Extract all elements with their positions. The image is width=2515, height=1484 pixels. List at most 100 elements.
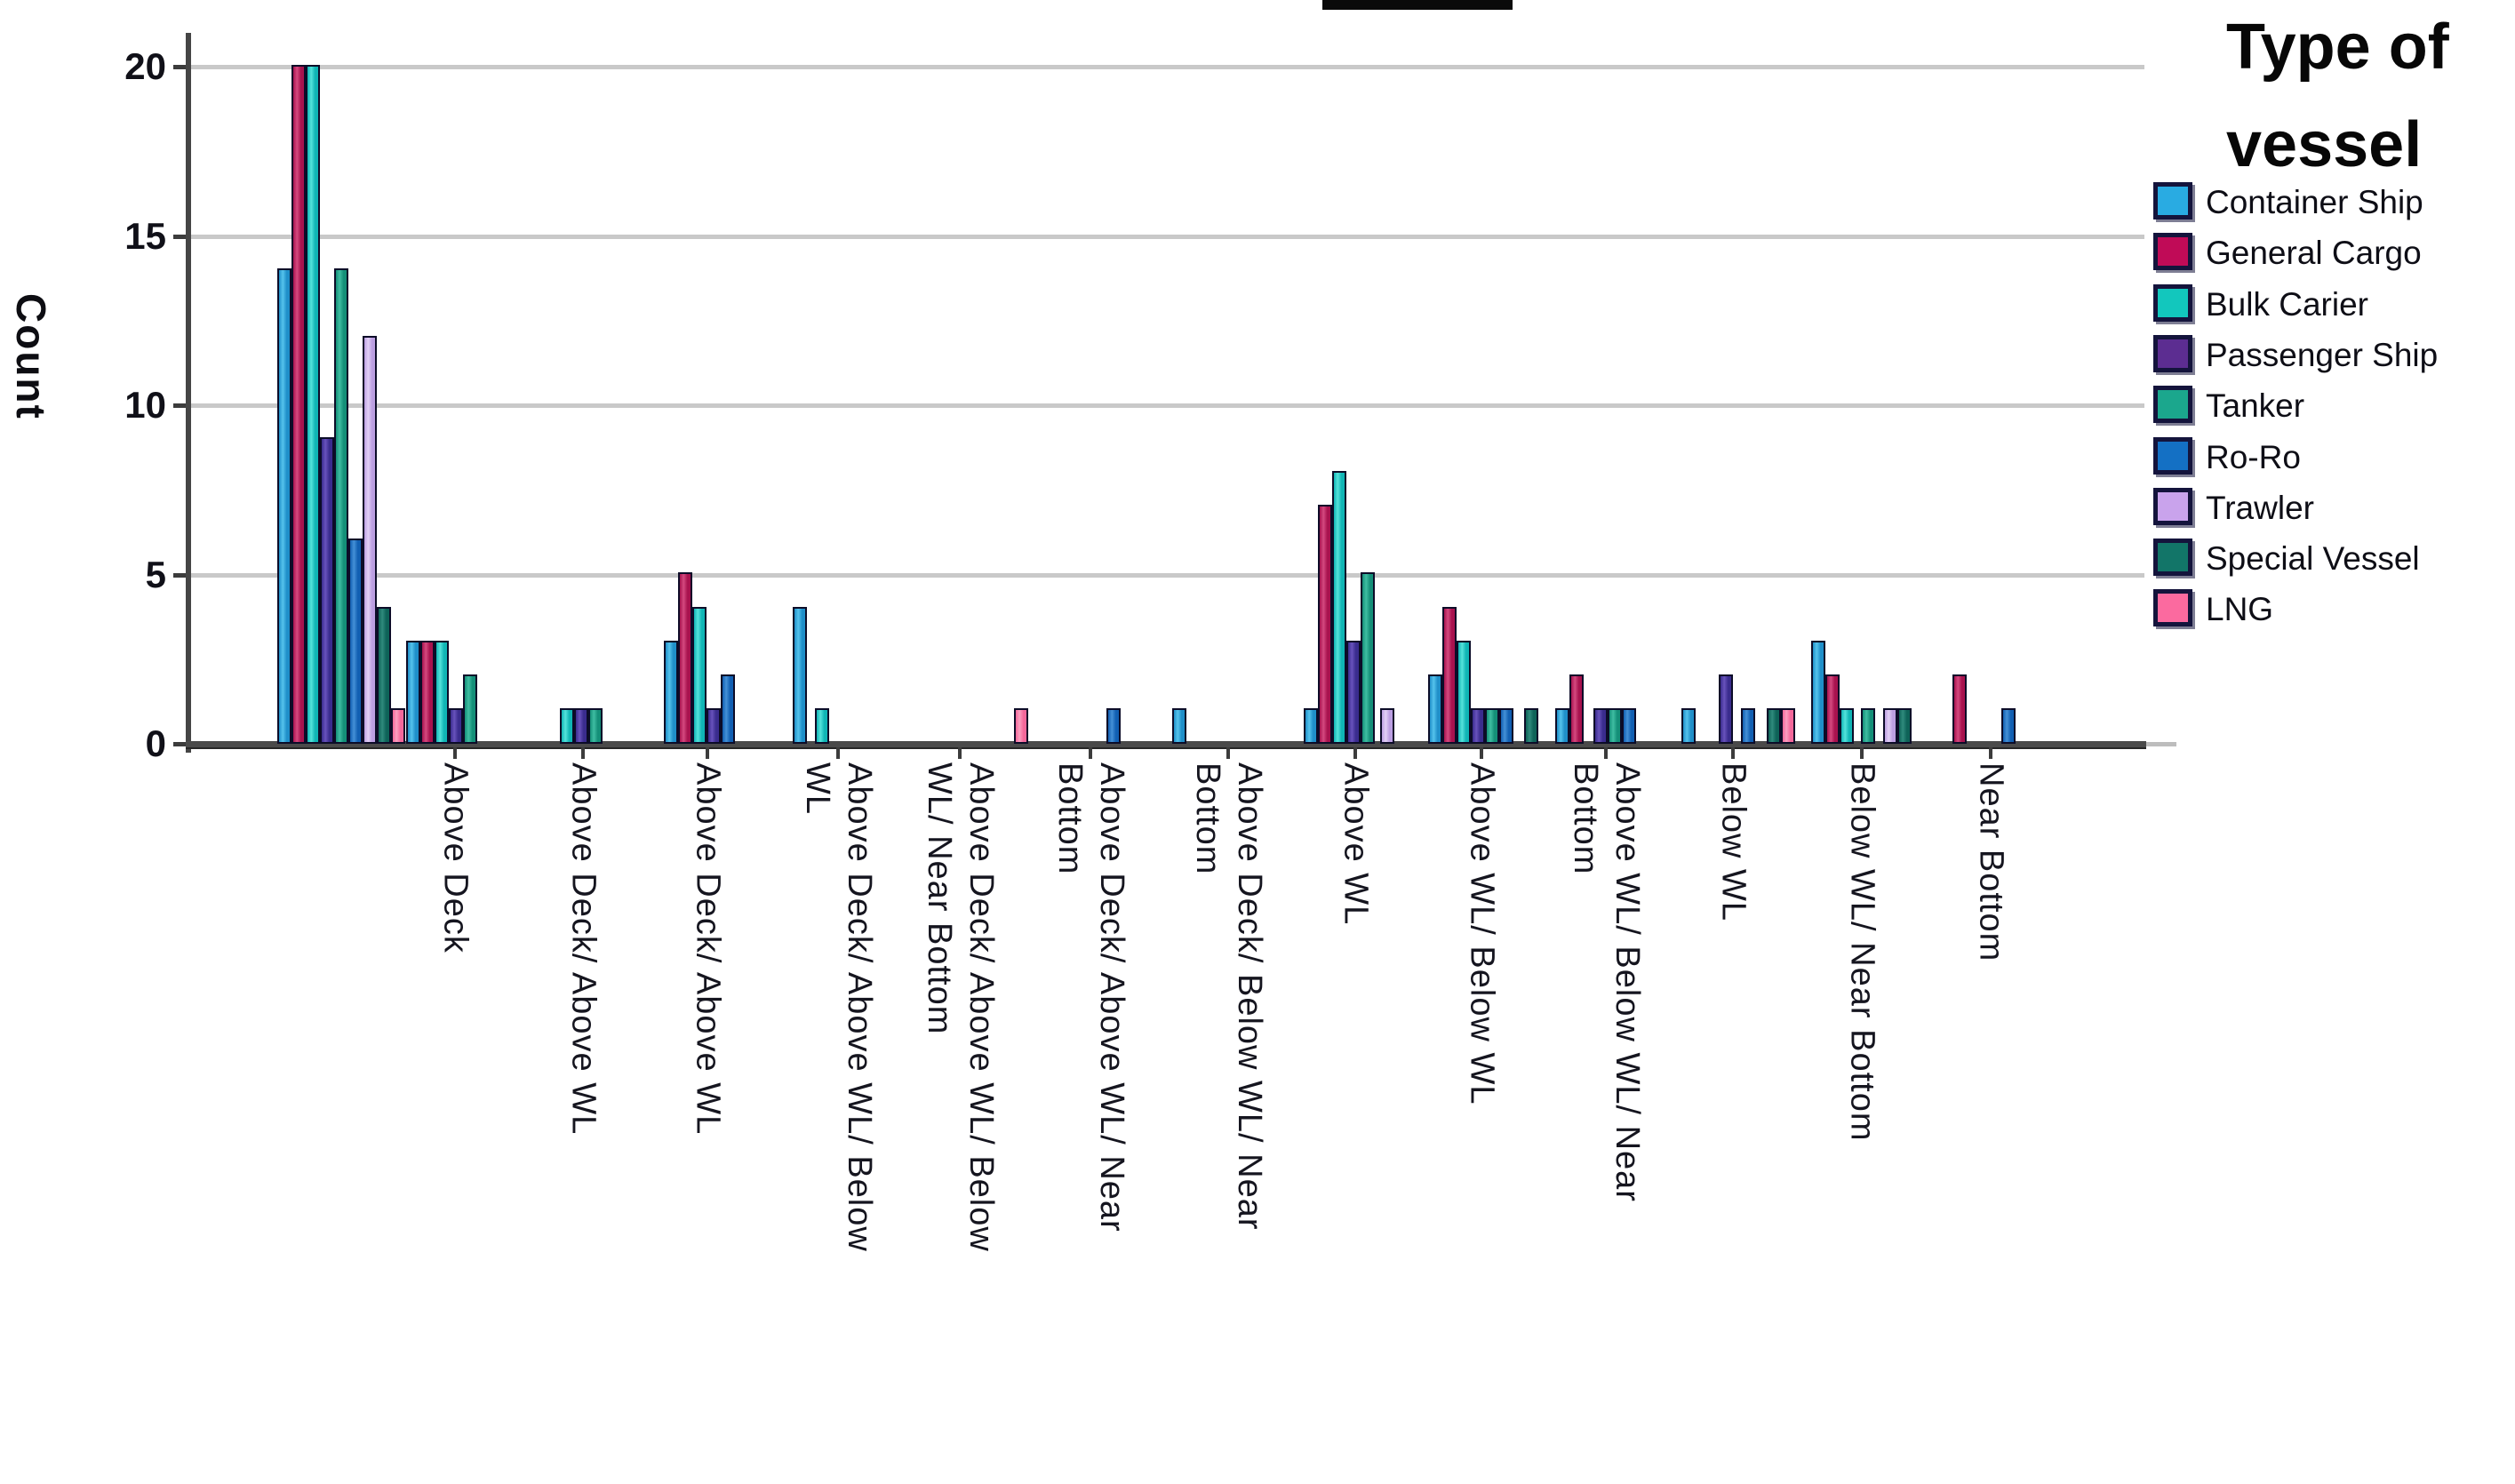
- legend-label: Trawler: [2206, 490, 2314, 526]
- bar-ro-ro: [721, 674, 735, 744]
- x-axis-category-label: Below WL: [1714, 762, 1753, 922]
- bar-tanker: [463, 674, 477, 744]
- bar-container-ship: [793, 607, 807, 744]
- legend-swatch-bulk-carier: [2153, 284, 2192, 322]
- y-axis-line: [186, 33, 191, 753]
- bar-ro-ro: [348, 539, 363, 744]
- gridline: [191, 65, 2144, 69]
- x-tick-mark: [958, 747, 962, 759]
- legend-swatch-ro-ro: [2153, 437, 2192, 475]
- legend-label: Container Ship: [2206, 184, 2423, 220]
- bar-ro-ro: [1741, 708, 1755, 744]
- x-axis-category-label: Above Deck/ Above WL/ Below WL: [799, 762, 878, 1252]
- x-axis-category-label: Above WL/ Below WL: [1463, 762, 1501, 1105]
- x-tick-mark: [453, 747, 457, 759]
- bar-passenger-ship: [1719, 674, 1733, 744]
- bar-container-ship: [1172, 708, 1186, 744]
- y-tick-label: 5: [145, 553, 166, 595]
- bar-container-ship: [664, 641, 678, 744]
- y-axis-title: Count: [8, 293, 54, 420]
- bar-bulk-carier: [1457, 641, 1471, 744]
- y-tick-label: 20: [124, 45, 166, 87]
- bar-lng: [391, 708, 405, 744]
- bar-ro-ro: [1106, 708, 1121, 744]
- bar-container-ship: [406, 641, 420, 744]
- bar-special-vessel: [1767, 708, 1781, 744]
- bar-passenger-ship: [320, 437, 334, 744]
- legend-label: Ro-Ro: [2206, 439, 2301, 475]
- legend-label: Passenger Ship: [2206, 337, 2439, 373]
- bar-bulk-carier: [560, 708, 574, 744]
- x-tick-mark: [706, 747, 709, 759]
- bar-trawler: [1380, 708, 1394, 744]
- legend-title-line1: Type of: [2226, 12, 2449, 83]
- bar-special-vessel: [1524, 708, 1538, 744]
- cropped-title-fragment: [1322, 0, 1513, 10]
- bar-tanker: [588, 708, 603, 744]
- bar-general-cargo: [678, 572, 692, 744]
- gridline: [191, 234, 2144, 239]
- bar-general-cargo: [1952, 674, 1967, 744]
- bar-trawler: [1883, 708, 1897, 744]
- legend-swatch-trawler: [2153, 488, 2192, 525]
- bar-container-ship: [1304, 708, 1318, 744]
- x-axis-category-label: Above Deck/ Above WL/ Below WL/ Near Bot…: [921, 762, 1000, 1252]
- x-tick-mark: [1226, 747, 1230, 759]
- x-axis-category-label: Above Deck/ Above WL: [564, 762, 603, 1136]
- x-axis-category-label: Above Deck/ Below WL/ Near Bottom: [1189, 762, 1268, 1231]
- bar-bulk-carier: [815, 708, 829, 744]
- bar-ro-ro: [1499, 708, 1513, 744]
- legend-swatch-lng: [2153, 589, 2192, 626]
- y-tick-mark: [173, 234, 191, 239]
- y-tick-label: 0: [145, 722, 166, 764]
- legend-label: LNG: [2206, 591, 2274, 627]
- y-tick-mark: [173, 403, 191, 408]
- bar-bulk-carier: [306, 65, 320, 744]
- x-tick-mark: [1604, 747, 1608, 759]
- bar-bulk-carier: [1332, 471, 1346, 744]
- bar-lng: [1014, 708, 1028, 744]
- bar-bulk-carier: [435, 641, 449, 744]
- x-tick-mark: [1860, 747, 1864, 759]
- x-tick-mark: [581, 747, 585, 759]
- legend-title-line2: vessel: [2226, 109, 2423, 180]
- bar-container-ship: [277, 268, 291, 744]
- y-tick-label: 15: [124, 214, 166, 257]
- legend-swatch-special-vessel: [2153, 539, 2192, 576]
- bar-passenger-ship: [449, 708, 463, 744]
- bar-passenger-ship: [574, 708, 588, 744]
- bar-general-cargo: [1569, 674, 1584, 744]
- bar-lng: [1781, 708, 1795, 744]
- bar-container-ship: [1681, 708, 1696, 744]
- y-tick-mark: [173, 65, 191, 69]
- y-tick-mark: [173, 742, 191, 746]
- bar-tanker: [1361, 572, 1375, 744]
- bar-general-cargo: [420, 641, 435, 744]
- bar-tanker: [1485, 708, 1499, 744]
- bar-general-cargo: [291, 65, 306, 744]
- x-axis-stub: [2146, 742, 2176, 746]
- bar-special-vessel: [377, 607, 391, 744]
- x-tick-mark: [1353, 747, 1357, 759]
- legend: Type of vessel Container Ship General Car…: [2142, 0, 2515, 675]
- x-tick-mark: [836, 747, 840, 759]
- legend-swatch-passenger-ship: [2153, 335, 2192, 372]
- bar-ro-ro: [1622, 708, 1636, 744]
- bar-passenger-ship: [1471, 708, 1485, 744]
- bar-container-ship: [1555, 708, 1569, 744]
- x-axis-category-label: Above WL/ Below WL/ Near Bottom: [1567, 762, 1646, 1202]
- bar-container-ship: [1811, 641, 1825, 744]
- x-axis-category-label: Above Deck/ Above WL: [689, 762, 727, 1136]
- bar-tanker: [1608, 708, 1622, 744]
- x-axis-line: [186, 741, 2146, 749]
- y-tick-mark: [173, 572, 191, 578]
- bar-bulk-carier: [1840, 708, 1854, 744]
- bar-container-ship: [1428, 674, 1442, 744]
- x-tick-mark: [1480, 747, 1483, 759]
- legend-label: Tanker: [2206, 387, 2305, 424]
- bar-bulk-carier: [692, 607, 707, 744]
- x-axis-category-label: Above WL: [1337, 762, 1375, 926]
- x-axis-category-label: Above Deck/ Above WL/ Near Bottom: [1051, 762, 1130, 1233]
- bar-general-cargo: [1318, 505, 1332, 744]
- bar-passenger-ship: [1346, 641, 1361, 744]
